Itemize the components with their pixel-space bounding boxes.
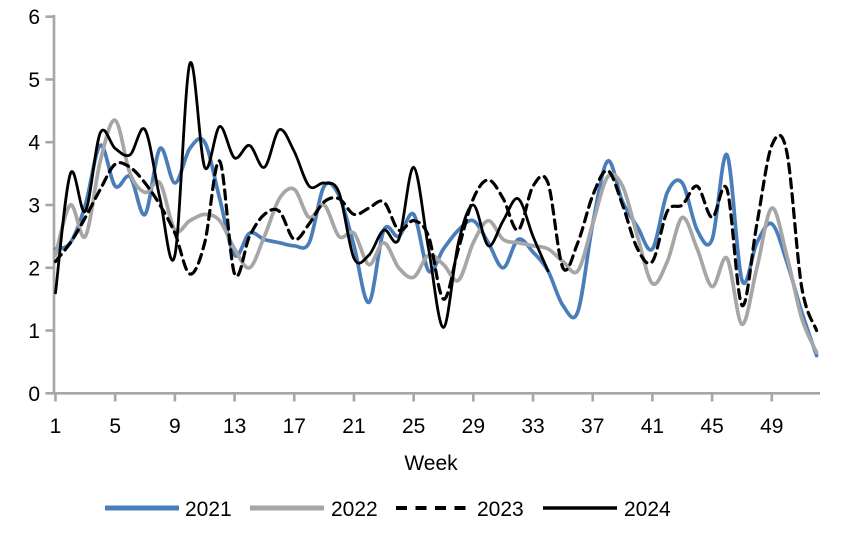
legend-label-2021: 2021 [185,498,232,521]
x-tick-label: 29 [462,415,485,438]
x-tick-label: 45 [700,415,723,438]
y-tick-label: 3 [28,194,40,217]
x-tick-label: 5 [109,415,121,438]
y-tick-label: 5 [28,69,40,92]
legend-label-2024: 2024 [624,498,671,521]
series-line-2023 [53,133,819,333]
y-tick-label: 0 [28,383,40,406]
legend-label-2022: 2022 [331,498,378,521]
x-tick-label: 13 [223,415,246,438]
x-tick-label: 17 [283,415,306,438]
y-tick-label: 6 [28,6,40,29]
x-tick-label: 25 [402,415,425,438]
y-tick-label: 4 [28,132,40,155]
x-axis-title: Week [404,452,458,475]
y-tick-label: 1 [28,320,40,343]
x-tick-label: 33 [521,415,544,438]
x-tick-label: 49 [760,415,783,438]
x-tick-label: 1 [50,415,62,438]
series-line-2022 [53,118,819,355]
x-tick-label: 37 [581,415,604,438]
x-tick-label: 41 [641,415,664,438]
series-line-2021 [53,136,819,358]
series-line-2024 [54,61,550,329]
x-tick-label: 9 [169,415,181,438]
legend-label-2023: 2023 [477,498,524,521]
y-tick-label: 2 [28,257,40,280]
x-tick-label: 21 [342,415,365,438]
